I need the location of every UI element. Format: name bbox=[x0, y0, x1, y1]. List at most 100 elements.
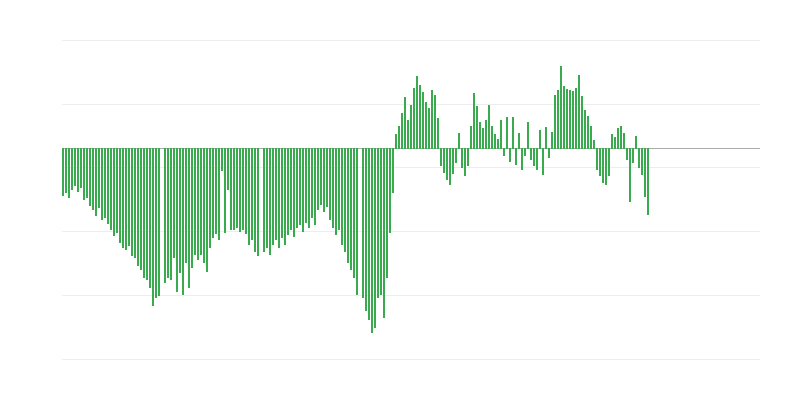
bar bbox=[71, 148, 73, 190]
bar bbox=[287, 148, 289, 235]
bar bbox=[575, 88, 577, 149]
bar bbox=[629, 148, 631, 202]
bar bbox=[620, 126, 622, 149]
bar bbox=[392, 148, 394, 193]
bar bbox=[89, 148, 91, 206]
bar bbox=[611, 134, 613, 149]
bar bbox=[638, 148, 640, 168]
bar bbox=[128, 148, 130, 246]
bar bbox=[101, 148, 103, 220]
bar bbox=[623, 133, 625, 149]
bar bbox=[449, 148, 451, 185]
bar bbox=[566, 89, 568, 149]
bar bbox=[296, 148, 298, 228]
bar bbox=[284, 148, 286, 245]
bar bbox=[590, 126, 592, 149]
bar bbox=[584, 110, 586, 149]
bar bbox=[509, 148, 511, 162]
bar bbox=[371, 148, 373, 333]
bar bbox=[506, 117, 508, 149]
bar bbox=[383, 148, 385, 318]
bar bbox=[92, 148, 94, 210]
bar bbox=[233, 148, 235, 230]
bar bbox=[365, 148, 367, 311]
bar bbox=[104, 148, 106, 218]
bar bbox=[251, 148, 253, 240]
bar bbox=[176, 148, 178, 292]
bar bbox=[413, 88, 415, 149]
bar bbox=[263, 148, 265, 252]
bar bbox=[398, 126, 400, 149]
bar bbox=[347, 148, 349, 263]
bar bbox=[569, 90, 571, 149]
bar bbox=[167, 148, 169, 278]
bar bbox=[278, 148, 280, 248]
bar bbox=[155, 148, 157, 298]
gridline bbox=[62, 231, 760, 232]
bar bbox=[98, 148, 100, 208]
bar bbox=[503, 148, 505, 156]
bar bbox=[230, 148, 232, 230]
bar bbox=[452, 148, 454, 174]
bar bbox=[542, 148, 544, 175]
bar bbox=[422, 92, 424, 149]
bar bbox=[635, 136, 637, 149]
bar bbox=[302, 148, 304, 232]
bar bbox=[515, 148, 517, 165]
bar bbox=[614, 137, 616, 149]
bar bbox=[305, 148, 307, 223]
bar bbox=[335, 148, 337, 235]
bar bbox=[158, 148, 160, 296]
bar bbox=[419, 85, 421, 149]
bar bbox=[350, 148, 352, 270]
gridline bbox=[62, 295, 760, 296]
bar bbox=[563, 86, 565, 149]
bar bbox=[197, 148, 199, 260]
bar bbox=[551, 132, 553, 149]
bar bbox=[140, 148, 142, 270]
bar bbox=[536, 148, 538, 170]
bar bbox=[530, 148, 532, 160]
bar bbox=[446, 148, 448, 180]
bar bbox=[476, 106, 478, 149]
bar bbox=[512, 117, 514, 149]
bar bbox=[86, 148, 88, 198]
bar bbox=[281, 148, 283, 238]
bar bbox=[440, 148, 442, 166]
bar bbox=[74, 148, 76, 186]
bar bbox=[500, 120, 502, 149]
bar bbox=[401, 113, 403, 149]
bar bbox=[578, 75, 580, 149]
bar bbox=[329, 148, 331, 220]
bar bbox=[524, 148, 526, 156]
bar bbox=[275, 148, 277, 240]
gridline bbox=[62, 359, 760, 360]
bar bbox=[116, 148, 118, 233]
bar bbox=[617, 128, 619, 149]
bar bbox=[464, 148, 466, 176]
bar bbox=[152, 148, 154, 306]
bar bbox=[272, 148, 274, 245]
bar bbox=[218, 148, 220, 240]
bar bbox=[473, 93, 475, 149]
bar bbox=[632, 148, 634, 163]
bar bbox=[107, 148, 109, 224]
bar bbox=[257, 148, 259, 256]
bar bbox=[488, 105, 490, 149]
bar bbox=[341, 148, 343, 245]
bar bbox=[146, 148, 148, 280]
bar bbox=[206, 148, 208, 272]
bar bbox=[521, 148, 523, 170]
bar bbox=[572, 91, 574, 149]
bar bbox=[479, 122, 481, 149]
bar bbox=[179, 148, 181, 273]
bar bbox=[191, 148, 193, 268]
bar bbox=[236, 148, 238, 228]
bar bbox=[194, 148, 196, 255]
bar bbox=[491, 126, 493, 149]
bar bbox=[269, 148, 271, 255]
bar bbox=[131, 148, 133, 256]
bar bbox=[200, 148, 202, 255]
bar bbox=[188, 148, 190, 288]
bar bbox=[377, 148, 379, 298]
